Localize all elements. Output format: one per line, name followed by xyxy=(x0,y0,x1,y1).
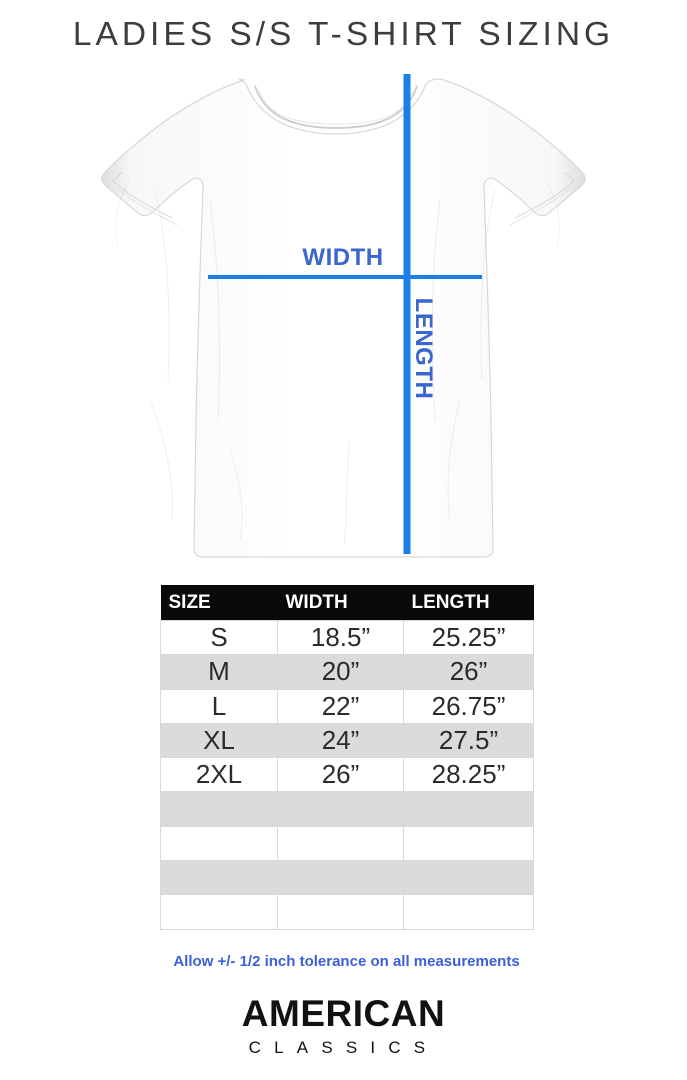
svg-text:LENGTH: LENGTH xyxy=(410,298,437,400)
svg-text:WIDTH: WIDTH xyxy=(302,244,383,271)
